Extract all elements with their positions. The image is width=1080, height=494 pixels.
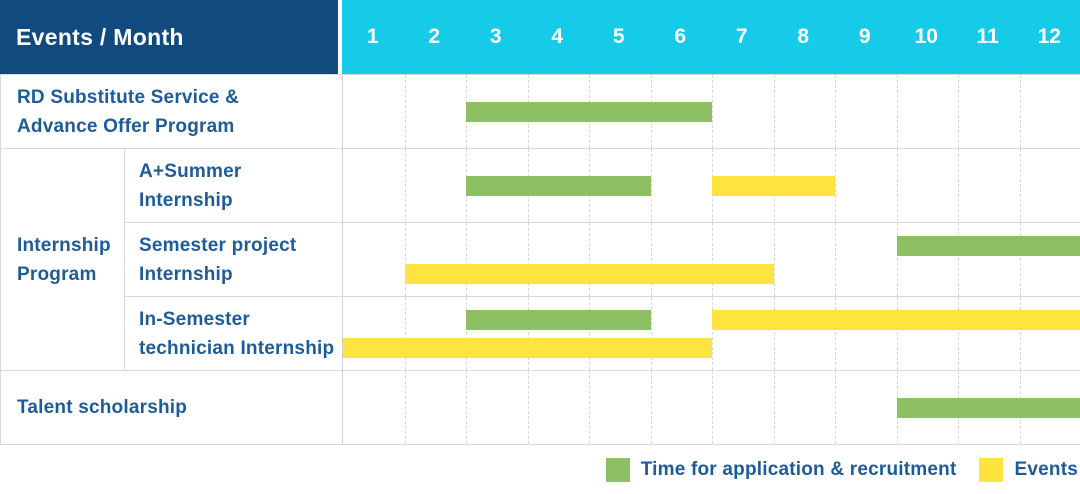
- month-gridline: [773, 297, 775, 370]
- month-gridline: [1019, 297, 1021, 370]
- event-bar: [712, 176, 835, 196]
- month-gridline: [896, 297, 898, 370]
- row-track: [342, 148, 1080, 222]
- month-gridline: [958, 75, 959, 148]
- month-header-5: 5: [612, 25, 625, 48]
- month-gridline: [404, 149, 406, 222]
- month-gridline: [650, 297, 652, 370]
- event-bar: [404, 264, 774, 284]
- events-month-header: Events / Month: [0, 0, 338, 74]
- month-gridline: [466, 371, 467, 444]
- legend-item-application: Time for application & recruitment: [605, 458, 957, 482]
- month-gridline: [835, 75, 836, 148]
- month-gridline: [773, 75, 775, 148]
- row-label: Semester project Internship: [124, 222, 342, 296]
- application-bar: [466, 102, 712, 122]
- month-gridline: [835, 297, 836, 370]
- month-gridline: [589, 297, 590, 370]
- month-gridline: [773, 371, 775, 444]
- legend-item-event: Events: [979, 458, 1078, 482]
- month-header-3: 3: [489, 25, 502, 48]
- group-label: Internship Program: [1, 148, 124, 370]
- month-gridline: [958, 149, 959, 222]
- event-bar: [712, 310, 1080, 330]
- month-gridline: [466, 223, 467, 296]
- row-track: [342, 222, 1080, 296]
- legend: Time for application & recruitment Events: [605, 458, 1078, 482]
- event-legend-swatch: [979, 458, 1004, 482]
- row-label: In-Semester technician Internship: [124, 296, 342, 370]
- month-gridline: [712, 297, 713, 370]
- month-header-10: 10: [914, 25, 938, 48]
- header-divider: [338, 0, 342, 74]
- month-gridline: [835, 149, 836, 222]
- month-gridline: [589, 223, 590, 296]
- month-gridline: [527, 223, 529, 296]
- event-bar: [343, 338, 712, 358]
- row-track: [342, 296, 1080, 370]
- application-legend-swatch: [605, 458, 630, 482]
- month-gridline: [835, 371, 836, 444]
- month-gridline: [527, 297, 529, 370]
- month-gridline: [650, 149, 652, 222]
- month-gridline: [958, 223, 959, 296]
- application-bar: [466, 310, 651, 330]
- month-header-12: 12: [1037, 25, 1061, 48]
- month-header-9: 9: [858, 25, 871, 48]
- row-track: [342, 74, 1080, 148]
- month-gridline: [404, 297, 406, 370]
- month-gridline: [589, 371, 590, 444]
- month-gridline: [650, 223, 652, 296]
- legend-label: Time for application & recruitment: [640, 459, 957, 480]
- row-track: [342, 370, 1080, 444]
- application-bar: [896, 236, 1080, 256]
- month-gridline: [835, 223, 836, 296]
- month-gridline: [896, 223, 898, 296]
- gantt-body: RD Substitute Service & Advance Offer Pro…: [0, 74, 1080, 445]
- month-gridline: [1019, 75, 1021, 148]
- month-gridline: [712, 371, 713, 444]
- month-gridline: [527, 371, 529, 444]
- month-header-8: 8: [797, 25, 810, 48]
- month-header-7: 7: [735, 25, 748, 48]
- month-header-4: 4: [551, 25, 564, 48]
- month-header-1: 1: [366, 25, 379, 48]
- table-header: Events / Month 1 2 3 4 5 6 7 8 9 10 11 12: [0, 0, 1080, 74]
- application-bar: [896, 398, 1080, 418]
- month-gridline: [650, 371, 652, 444]
- month-gridline: [712, 75, 713, 148]
- month-gridline: [1019, 149, 1021, 222]
- month-header-11: 11: [976, 25, 999, 48]
- month-gridline: [404, 223, 406, 296]
- row-label: A+Summer Internship: [124, 148, 342, 222]
- month-gridline: [466, 297, 467, 370]
- month-header-6: 6: [674, 25, 687, 48]
- row-label: RD Substitute Service & Advance Offer Pro…: [1, 74, 342, 148]
- month-gridline: [773, 223, 775, 296]
- row-label: Talent scholarship: [1, 370, 342, 444]
- month-gridline: [404, 371, 406, 444]
- month-gridline: [404, 75, 406, 148]
- month-gridline: [958, 297, 959, 370]
- month-gridline: [712, 223, 713, 296]
- application-bar: [466, 176, 651, 196]
- legend-label: Events: [1014, 459, 1078, 480]
- month-gridline: [896, 149, 898, 222]
- month-header-row: 1 2 3 4 5 6 7 8 9 10 11 12: [342, 0, 1080, 74]
- month-gridline: [1019, 223, 1021, 296]
- month-gridline: [896, 75, 898, 148]
- month-header-2: 2: [428, 25, 441, 48]
